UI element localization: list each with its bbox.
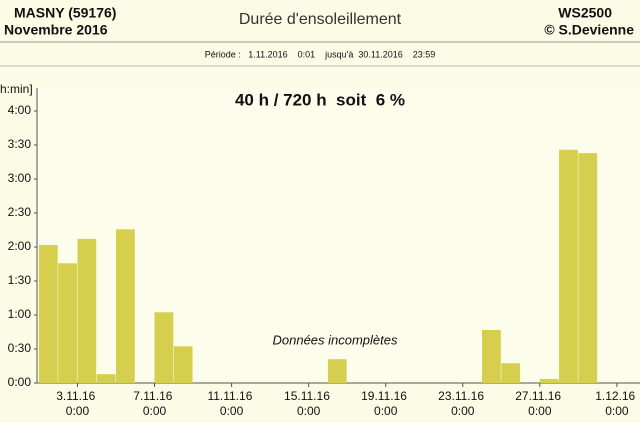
x-tick-label: 15.11.16 0:00 (284, 389, 333, 418)
x-tick-label: 3.11.16 0:00 (56, 389, 98, 418)
author: © S.Devienne (544, 22, 634, 38)
bar (327, 359, 347, 383)
y-tick-label: 2:00 (8, 239, 32, 253)
bar (578, 153, 598, 383)
bar (154, 312, 174, 383)
plot-area (37, 88, 640, 383)
x-tick-label: 19.11.16 0:00 (361, 389, 410, 418)
bar (173, 346, 193, 383)
summary: 40 h / 720 h soit 6 % (235, 90, 405, 109)
period: Période : 1.11.2016 0:01 jusqu'à 30.11.2… (205, 49, 436, 59)
x-tick-label: 1.12.16 0:00 (595, 389, 638, 418)
chart-title: Durée d'ensoleillement (239, 11, 402, 28)
x-tick-label: 7.11.16 0:00 (133, 389, 175, 418)
x-tick-label: 27.11.16 0:00 (515, 389, 564, 418)
bar (77, 238, 97, 383)
bar (96, 374, 116, 383)
y-tick-label: 3:00 (8, 171, 32, 185)
y-tick-label: 4:00 (8, 103, 32, 117)
bar (559, 149, 578, 383)
y-tick-label: 1:30 (8, 273, 32, 287)
x-tick-label: 23.11.16 0:00 (438, 389, 487, 418)
bar (482, 329, 501, 383)
y-tick-label: 2:30 (8, 205, 32, 219)
station: MASNY (59176) (14, 5, 116, 21)
y-tick-label: 0:30 (8, 341, 32, 355)
x-tick-label: 11.11.16 0:00 (207, 389, 255, 418)
device: WS2500 (558, 5, 612, 21)
bar (539, 378, 559, 383)
bar (58, 263, 77, 383)
bar (501, 363, 521, 383)
y-tick-label: 1:00 (8, 307, 32, 321)
y-tick-label: 3:30 (8, 137, 32, 151)
y-tick-label: 0:00 (8, 375, 32, 389)
annotation: Données incomplètes (272, 332, 398, 347)
bar (38, 244, 58, 383)
bar (115, 229, 135, 383)
month: Novembre 2016 (4, 22, 108, 38)
y-axis-label: h:min] (0, 82, 33, 96)
